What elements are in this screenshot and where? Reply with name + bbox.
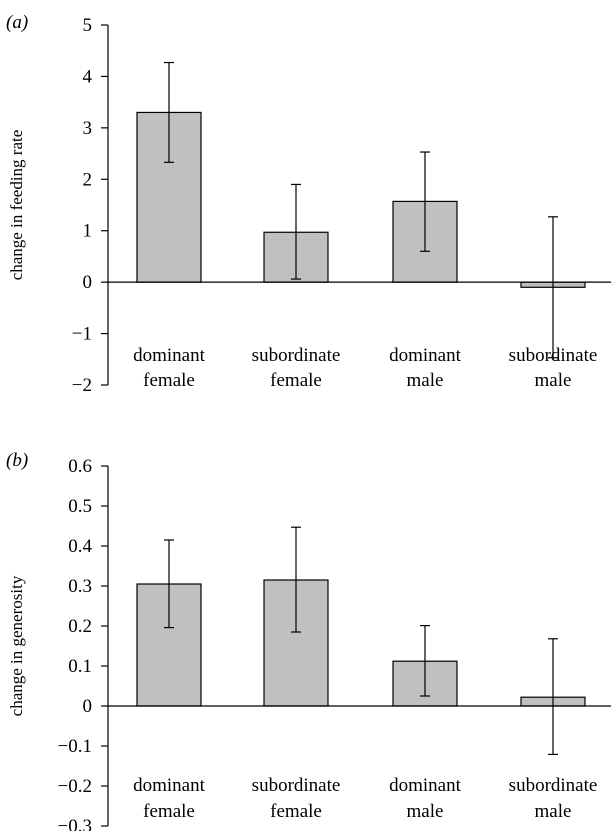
- y-tick-label: −0.3: [58, 816, 92, 831]
- y-tick-label: 0.5: [68, 496, 92, 517]
- y-tick-label: 4: [83, 66, 93, 87]
- y-tick-label: 0.4: [68, 536, 92, 557]
- y-tick-label: 0.2: [68, 616, 92, 637]
- y-tick-label: −0.1: [58, 736, 92, 757]
- category-label: dominant female: [133, 345, 205, 391]
- panel-a: −2 −1 0 1 2 3 4 5 dominant female subordinate femal…: [6, 12, 611, 396]
- category-label: dominant female: [133, 775, 205, 822]
- y-tick-label: 5: [83, 15, 93, 36]
- category-label: subordinate female: [252, 345, 341, 391]
- y-tick-label: 3: [83, 118, 93, 139]
- panel-label: (a): [6, 12, 28, 33]
- y-tick-label: −1: [72, 324, 92, 345]
- y-tick-label: −0.2: [58, 776, 92, 797]
- panel-b: −0.3 −0.2 −0.1 0 0.1 0.2 0.3 0.4 0.5 0.6 dominant f…: [6, 450, 611, 831]
- category-label: dominant male: [389, 775, 461, 822]
- y-tick-label: 0: [83, 696, 93, 717]
- y-tick-label: 0.1: [68, 656, 92, 677]
- y-axis-title: change in generosity: [7, 575, 26, 716]
- panel-label: (b): [6, 450, 28, 471]
- y-tick-label: −2: [72, 375, 92, 396]
- y-tick-label: 2: [83, 169, 93, 190]
- category-label: subordinate male: [509, 345, 598, 391]
- category-label: subordinate female: [252, 775, 341, 822]
- category-label: subordinate male: [509, 775, 598, 822]
- category-label: dominant male: [389, 345, 461, 391]
- y-axis-title: change in feeding rate: [7, 130, 26, 281]
- y-tick-label: 0.6: [68, 456, 92, 477]
- y-tick-label: 0: [83, 272, 93, 293]
- y-tick-label: 1: [83, 221, 93, 242]
- y-tick-label: 0.3: [68, 576, 92, 597]
